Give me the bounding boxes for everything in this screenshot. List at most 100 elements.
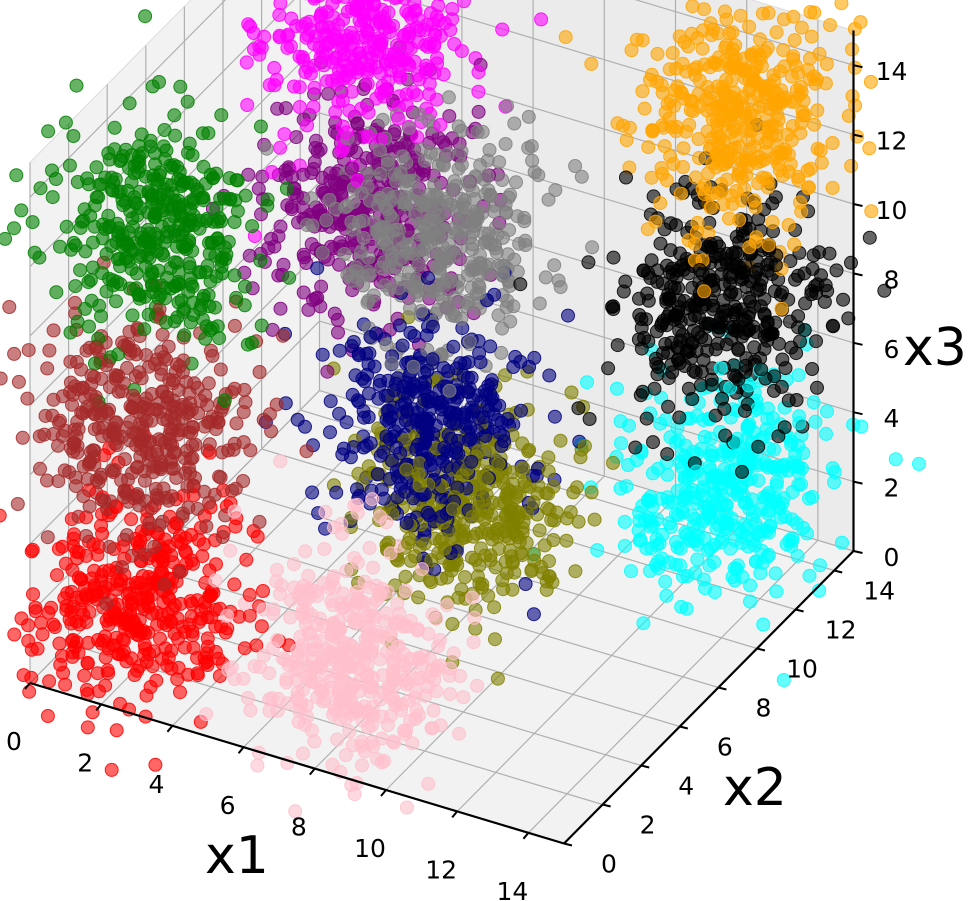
data-point xyxy=(323,425,337,440)
data-point xyxy=(847,60,862,75)
data-point xyxy=(315,347,330,362)
data-point xyxy=(361,105,376,120)
data-point xyxy=(196,193,211,208)
data-point xyxy=(538,270,553,285)
data-point xyxy=(296,167,311,182)
data-point xyxy=(580,375,594,390)
data-point xyxy=(390,0,404,5)
data-point xyxy=(155,651,170,666)
data-point xyxy=(653,236,668,251)
data-point xyxy=(743,594,757,609)
data-point xyxy=(161,590,176,604)
data-point xyxy=(399,723,414,738)
data-point xyxy=(332,343,347,358)
data-point xyxy=(156,139,171,154)
data-point xyxy=(750,401,765,416)
data-point xyxy=(108,371,123,386)
data-point xyxy=(46,392,61,407)
data-point xyxy=(639,411,654,426)
data-point xyxy=(433,718,448,733)
data-point xyxy=(730,246,745,261)
data-point xyxy=(122,324,137,339)
data-point xyxy=(76,489,91,504)
data-point xyxy=(42,674,57,689)
data-point xyxy=(215,530,230,544)
data-point xyxy=(367,359,382,374)
data-point xyxy=(365,492,380,507)
data-point xyxy=(355,269,370,283)
data-point xyxy=(671,352,686,367)
data-point xyxy=(614,436,628,451)
data-point xyxy=(47,620,62,635)
z-axis-title: x3 xyxy=(903,318,967,378)
data-point xyxy=(63,385,77,400)
data-point xyxy=(81,635,96,650)
data-point xyxy=(33,181,48,196)
data-point xyxy=(318,504,333,519)
data-point xyxy=(399,800,414,815)
data-point xyxy=(88,341,103,355)
data-point xyxy=(582,412,597,426)
data-point xyxy=(380,82,395,97)
x-axis-title: x1 xyxy=(205,826,269,886)
data-point xyxy=(307,734,322,749)
data-point xyxy=(256,584,270,598)
data-point xyxy=(673,186,688,201)
data-point xyxy=(703,463,718,478)
data-point xyxy=(252,365,267,379)
data-point xyxy=(399,462,414,477)
data-point xyxy=(336,640,351,655)
data-point xyxy=(199,707,214,722)
data-point xyxy=(751,439,766,454)
data-point xyxy=(168,255,182,270)
data-point xyxy=(810,277,825,292)
data-point xyxy=(232,609,246,624)
data-point xyxy=(269,397,284,412)
data-point xyxy=(87,407,102,422)
data-point xyxy=(208,300,222,315)
data-point xyxy=(185,148,200,163)
data-point xyxy=(836,292,851,307)
data-point xyxy=(354,0,364,2)
data-point xyxy=(167,626,182,641)
data-point xyxy=(106,426,121,441)
data-point xyxy=(175,209,190,224)
data-point xyxy=(753,566,768,581)
data-points xyxy=(0,0,926,819)
data-point xyxy=(472,558,487,573)
data-point xyxy=(613,481,628,496)
data-point xyxy=(80,472,95,487)
data-point xyxy=(535,566,550,580)
data-point xyxy=(513,354,528,369)
data-point xyxy=(397,28,412,42)
data-point xyxy=(153,404,168,419)
data-point xyxy=(40,709,55,723)
data-point xyxy=(154,278,169,293)
data-point xyxy=(149,673,164,688)
data-point xyxy=(45,190,60,205)
data-point xyxy=(864,204,879,219)
data-point xyxy=(471,84,486,99)
data-point xyxy=(761,238,776,253)
data-point xyxy=(417,536,432,551)
data-point xyxy=(791,66,806,80)
data-point xyxy=(790,548,805,563)
data-point xyxy=(650,46,665,61)
data-point xyxy=(617,538,632,553)
data-point xyxy=(509,175,523,190)
data-point xyxy=(408,187,423,201)
data-point xyxy=(297,717,312,732)
data-point xyxy=(862,141,877,156)
data-point xyxy=(464,454,479,469)
data-point xyxy=(804,29,819,44)
data-point xyxy=(359,668,374,683)
data-point xyxy=(284,202,299,217)
data-point xyxy=(473,355,488,370)
data-point xyxy=(750,283,765,298)
data-point xyxy=(151,263,166,278)
data-point xyxy=(126,219,140,234)
data-point xyxy=(619,170,633,185)
data-point xyxy=(802,568,817,583)
data-point xyxy=(459,299,473,313)
